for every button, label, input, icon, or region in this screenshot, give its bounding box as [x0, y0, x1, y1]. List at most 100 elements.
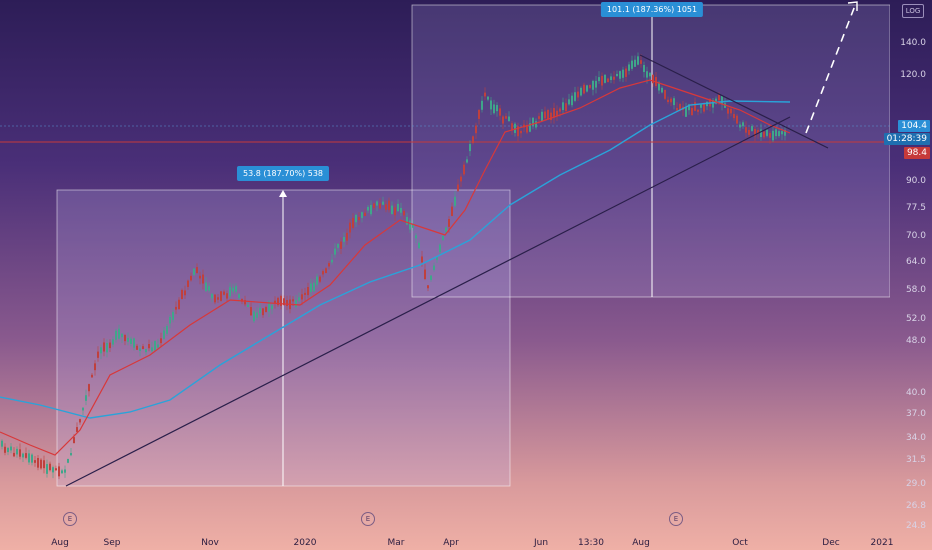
red-line-price-label: 98.4 [903, 147, 930, 159]
candle-body [202, 274, 204, 284]
candle-body [712, 100, 714, 108]
candle-body [103, 342, 105, 352]
candle-body [349, 222, 351, 233]
candle-body [589, 84, 591, 88]
candlesticks [1, 52, 786, 480]
earnings-marker[interactable]: E [361, 512, 375, 526]
candle-body [43, 460, 45, 469]
candle-body [646, 71, 648, 78]
candle-body [583, 84, 585, 94]
candle-body [688, 104, 690, 111]
candle-body [469, 143, 471, 152]
candle-body [256, 312, 258, 318]
candle-body [67, 458, 69, 463]
candle-body [685, 106, 687, 117]
candle-body [343, 237, 345, 242]
candle-body [181, 289, 183, 300]
price-tick: 64.0 [905, 257, 926, 267]
candle-body [196, 267, 198, 273]
candle-body [424, 269, 426, 280]
candle-body [622, 69, 624, 78]
candle-body [445, 227, 447, 232]
candle-body [205, 282, 207, 292]
candle-body [526, 124, 528, 133]
candle-body [598, 77, 600, 82]
candle-body [82, 407, 84, 411]
price-tick: 140.0 [900, 38, 926, 48]
candle-body [667, 99, 669, 103]
candle-body [661, 87, 663, 93]
candle-body [325, 268, 327, 273]
candle-body [565, 103, 567, 112]
candle-body [238, 294, 240, 299]
candle-body [244, 300, 246, 305]
candle-body [628, 64, 630, 71]
candle-body [133, 338, 135, 348]
candle-body [556, 110, 558, 117]
chart-canvas[interactable] [0, 0, 890, 536]
candle-body [373, 203, 375, 208]
candle-body [562, 102, 564, 111]
candle-body [505, 116, 507, 119]
candle-body [97, 351, 99, 358]
candle-body [400, 207, 402, 213]
candle-body [484, 92, 486, 97]
candle-body [553, 108, 555, 118]
candle-body [226, 293, 228, 299]
price-tick: 26.8 [905, 501, 926, 511]
candle-body [739, 124, 741, 128]
candle-body [511, 123, 513, 131]
candle-body [250, 307, 252, 316]
candle-body [31, 454, 33, 463]
candle-body [106, 343, 108, 353]
candle-body [70, 453, 72, 456]
candle-body [427, 285, 429, 289]
candle-body [328, 263, 330, 267]
price-tick: 24.8 [905, 521, 926, 531]
candle-body [415, 235, 417, 239]
candle-body [487, 96, 489, 100]
candle-body [127, 337, 129, 342]
candle-body [679, 104, 681, 111]
candle-body [361, 212, 363, 218]
candle-body [253, 311, 255, 322]
price-tick: 120.0 [900, 70, 926, 80]
earnings-marker[interactable]: E [669, 512, 683, 526]
candle-body [649, 72, 651, 77]
candle-body [40, 459, 42, 469]
time-axis[interactable]: Aug Sep Nov 2020 Mar Apr Jun 13:30 Aug O… [0, 536, 893, 550]
candle-body [541, 111, 543, 122]
candle-body [16, 448, 18, 455]
projection-dashed-line [805, 2, 857, 134]
measure-arrowhead-1 [279, 190, 287, 197]
candle-body [121, 333, 123, 338]
candle-body [355, 214, 357, 223]
earnings-marker[interactable]: E [63, 512, 77, 526]
time-tick: 2021 [870, 538, 894, 548]
candle-body [454, 196, 456, 206]
candle-body [163, 330, 165, 339]
candle-body [694, 102, 696, 111]
candle-body [721, 95, 723, 105]
candle-body [58, 466, 60, 477]
candle-body [160, 338, 162, 344]
candle-body [277, 297, 279, 306]
candle-body [298, 297, 300, 301]
candle-body [502, 116, 504, 124]
candle-body [175, 306, 177, 310]
candle-body [406, 216, 408, 225]
candle-body [508, 116, 510, 122]
candle-body [85, 395, 87, 401]
candle-body [235, 286, 237, 292]
log-scale-button[interactable]: LOG [902, 4, 924, 18]
candle-body [472, 136, 474, 144]
time-tick: Apr [443, 538, 459, 548]
candle-body [529, 123, 531, 132]
candle-body [55, 468, 57, 471]
price-axis[interactable]: LOG 140.0 120.0 90.0 77.5 70.0 64.0 58.0… [883, 0, 932, 550]
candle-body [613, 76, 615, 80]
candle-body [385, 204, 387, 210]
candle-body [577, 91, 579, 98]
candle-body [49, 463, 51, 471]
candle-body [439, 244, 441, 253]
